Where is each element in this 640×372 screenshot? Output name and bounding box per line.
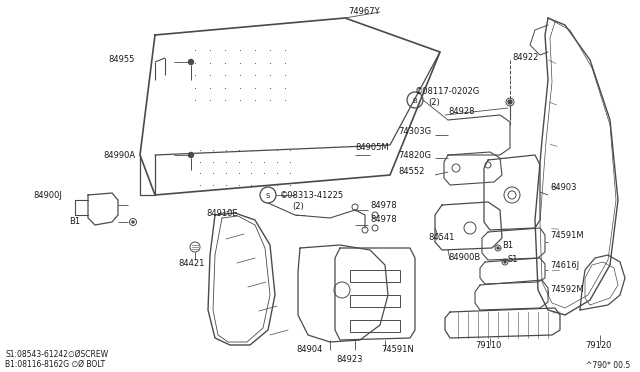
Circle shape bbox=[497, 247, 499, 249]
Text: 84910E: 84910E bbox=[206, 208, 238, 218]
Text: 84978: 84978 bbox=[370, 215, 397, 224]
Circle shape bbox=[189, 153, 193, 157]
Bar bbox=[350, 295, 400, 307]
Text: ^790* 00.5: ^790* 00.5 bbox=[586, 360, 630, 369]
Text: B1: B1 bbox=[69, 218, 80, 227]
Bar bbox=[350, 270, 400, 282]
Text: (2): (2) bbox=[428, 99, 440, 108]
Text: 84990A: 84990A bbox=[103, 151, 135, 160]
Text: 84955: 84955 bbox=[109, 55, 135, 64]
Text: 84552: 84552 bbox=[398, 167, 424, 176]
Text: 84978: 84978 bbox=[370, 201, 397, 209]
Circle shape bbox=[504, 261, 506, 263]
Text: 84904: 84904 bbox=[297, 346, 323, 355]
Text: 84541: 84541 bbox=[428, 232, 454, 241]
Text: 84928: 84928 bbox=[448, 108, 474, 116]
Text: 84421: 84421 bbox=[179, 259, 205, 267]
Text: 84923: 84923 bbox=[337, 356, 364, 365]
Text: 79120: 79120 bbox=[585, 340, 611, 350]
Text: 74592M: 74592M bbox=[550, 285, 584, 295]
Text: 74303G: 74303G bbox=[398, 128, 431, 137]
Text: S1: S1 bbox=[508, 254, 518, 263]
Text: 74820G: 74820G bbox=[398, 151, 431, 160]
Text: 84922: 84922 bbox=[512, 54, 538, 62]
Text: B1:08116-8162G ∅Ø BOLT: B1:08116-8162G ∅Ø BOLT bbox=[5, 359, 105, 369]
Text: ©08313-41225: ©08313-41225 bbox=[280, 190, 344, 199]
Circle shape bbox=[132, 221, 134, 223]
Text: ©08117-0202G: ©08117-0202G bbox=[415, 87, 480, 96]
Text: B: B bbox=[413, 98, 417, 104]
Text: B1: B1 bbox=[502, 241, 513, 250]
Text: 84900J: 84900J bbox=[33, 190, 62, 199]
Text: 74616J: 74616J bbox=[550, 260, 579, 269]
Text: 74591N: 74591N bbox=[381, 346, 414, 355]
Text: 84905M: 84905M bbox=[355, 144, 388, 153]
Circle shape bbox=[189, 60, 193, 64]
Text: S1:08543-61242∅ØSCREW: S1:08543-61242∅ØSCREW bbox=[5, 350, 108, 359]
Text: 84903: 84903 bbox=[550, 183, 577, 192]
Circle shape bbox=[508, 100, 512, 104]
Text: 79110: 79110 bbox=[475, 340, 501, 350]
Text: S: S bbox=[266, 193, 270, 199]
Text: (2): (2) bbox=[292, 202, 304, 212]
Text: 84900B: 84900B bbox=[448, 253, 480, 263]
Text: 74967Y: 74967Y bbox=[348, 7, 380, 16]
Bar bbox=[350, 320, 400, 332]
Text: 74591M: 74591M bbox=[550, 231, 584, 240]
